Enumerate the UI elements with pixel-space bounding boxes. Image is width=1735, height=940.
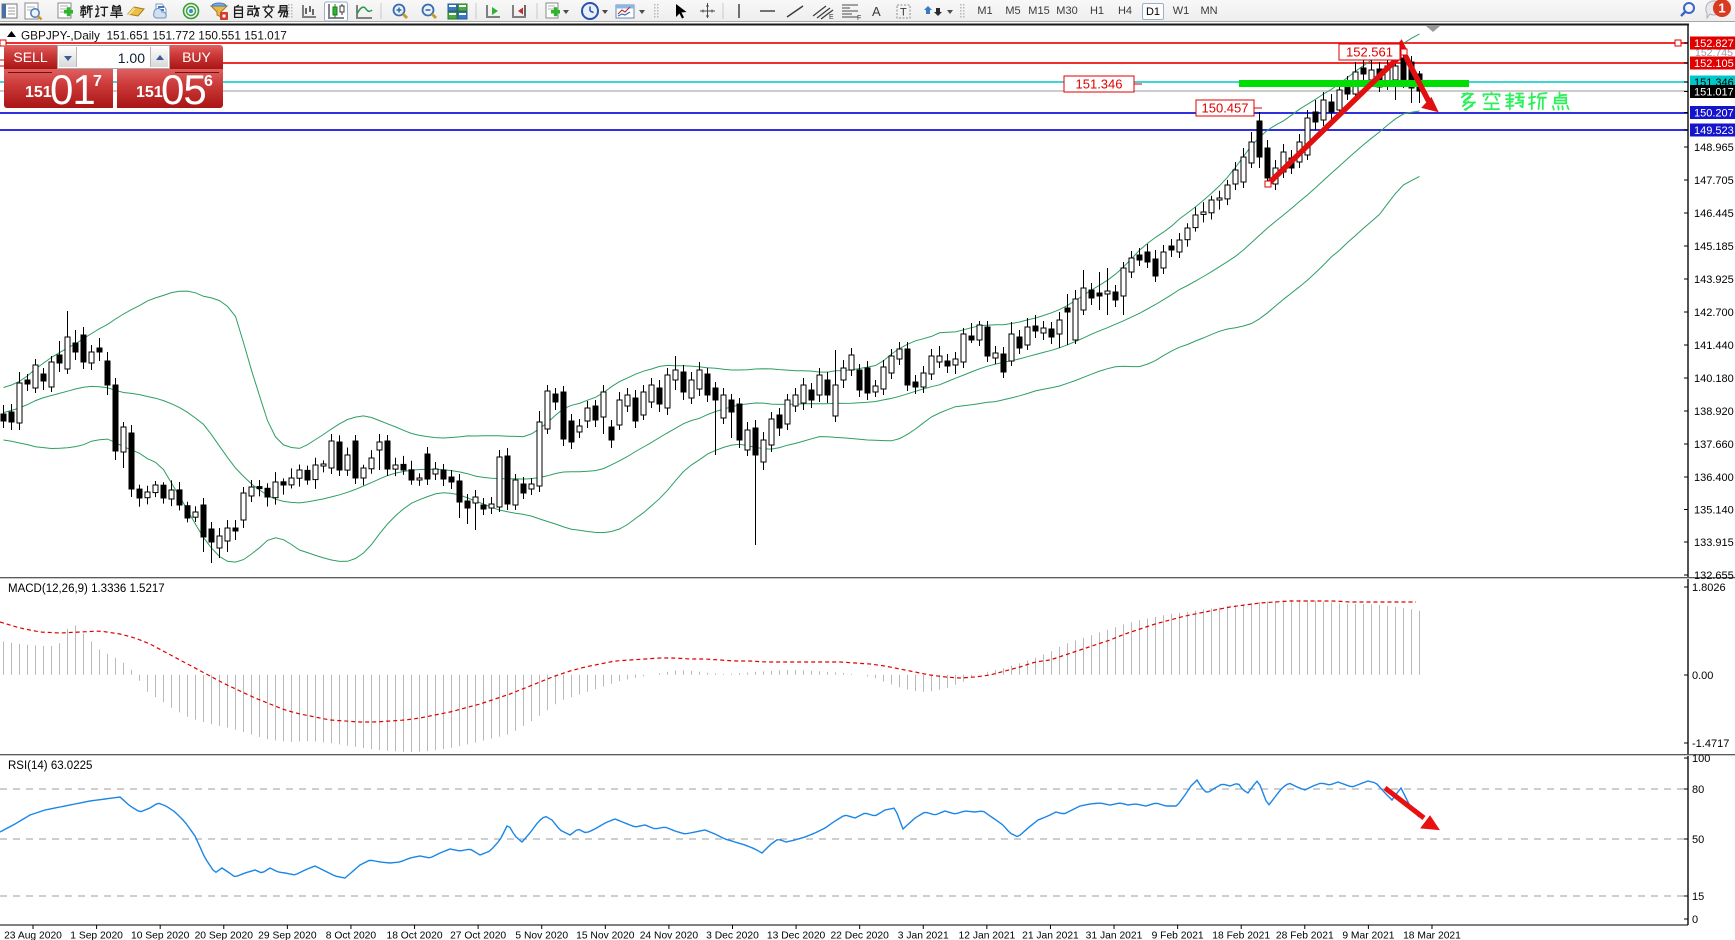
svg-text:135.140: 135.140	[1694, 505, 1734, 517]
svg-text:22 Dec 2020: 22 Dec 2020	[830, 931, 889, 940]
svg-text:28 Feb 2021: 28 Feb 2021	[1276, 931, 1334, 940]
svg-text:20 Sep 2020: 20 Sep 2020	[195, 931, 254, 940]
svg-text:145.185: 145.185	[1694, 241, 1734, 253]
svg-text:1.8026: 1.8026	[1692, 582, 1726, 594]
svg-text:24 Nov 2020: 24 Nov 2020	[640, 931, 699, 940]
svg-text:80: 80	[1692, 784, 1704, 796]
svg-text:9 Mar 2021: 9 Mar 2021	[1342, 931, 1394, 940]
svg-text:29 Sep 2020: 29 Sep 2020	[258, 931, 317, 940]
svg-text:50: 50	[1692, 834, 1704, 846]
svg-text:13 Dec 2020: 13 Dec 2020	[767, 931, 826, 940]
svg-text:148.965: 148.965	[1694, 142, 1734, 154]
svg-text:18 Oct 2020: 18 Oct 2020	[386, 931, 442, 940]
svg-text:137.660: 137.660	[1694, 439, 1734, 451]
svg-text:27 Oct 2020: 27 Oct 2020	[450, 931, 506, 940]
svg-text:18 Feb 2021: 18 Feb 2021	[1212, 931, 1270, 940]
svg-text:0.00: 0.00	[1692, 670, 1713, 682]
svg-text:10 Sep 2020: 10 Sep 2020	[131, 931, 190, 940]
svg-text:151.017: 151.017	[1694, 87, 1734, 99]
svg-text:F: F	[857, 15, 861, 22]
svg-text:136.400: 136.400	[1694, 472, 1734, 484]
svg-text:15 Nov 2020: 15 Nov 2020	[576, 931, 635, 940]
svg-text:23 Aug 2020: 23 Aug 2020	[4, 931, 62, 940]
svg-text:0: 0	[1692, 914, 1698, 926]
svg-text:GBPJPY-,Daily 151.651 151.772: GBPJPY-,Daily 151.651 151.772 150.551 15…	[21, 29, 287, 43]
svg-text:152.561: 152.561	[1346, 45, 1393, 60]
svg-text:147.705: 147.705	[1694, 175, 1734, 187]
svg-text:15: 15	[1692, 891, 1704, 903]
svg-text:A: A	[872, 4, 881, 19]
svg-text:133.915: 133.915	[1694, 537, 1734, 549]
svg-text:12 Jan 2021: 12 Jan 2021	[959, 931, 1016, 940]
svg-text:T: T	[900, 7, 907, 19]
svg-text:150.207: 150.207	[1694, 108, 1734, 120]
svg-text:9 Feb 2021: 9 Feb 2021	[1152, 931, 1204, 940]
svg-text:1: 1	[1718, 1, 1725, 16]
svg-text:MACD(12,26,9) 1.3336 1.5217: MACD(12,26,9) 1.3336 1.5217	[8, 583, 165, 595]
svg-text:31 Jan 2021: 31 Jan 2021	[1086, 931, 1143, 940]
svg-text:132.655: 132.655	[1694, 570, 1734, 582]
svg-text:150.457: 150.457	[1202, 101, 1249, 116]
svg-text:142.700: 142.700	[1694, 307, 1734, 319]
svg-text:143.925: 143.925	[1694, 274, 1734, 286]
svg-text:100: 100	[1692, 753, 1710, 765]
svg-text:3 Jan 2021: 3 Jan 2021	[898, 931, 949, 940]
svg-text:-1.4717: -1.4717	[1692, 738, 1729, 750]
svg-text:152.105: 152.105	[1694, 58, 1734, 70]
svg-text:151.346: 151.346	[1076, 77, 1123, 92]
svg-text:21 Jan 2021: 21 Jan 2021	[1022, 931, 1079, 940]
svg-text:146.445: 146.445	[1694, 208, 1734, 220]
svg-text:3 Dec 2020: 3 Dec 2020	[706, 931, 759, 940]
svg-text:18 Mar 2021: 18 Mar 2021	[1403, 931, 1461, 940]
svg-text:138.920: 138.920	[1694, 406, 1734, 418]
svg-text:152.827: 152.827	[1694, 38, 1734, 50]
svg-text:8 Oct 2020: 8 Oct 2020	[326, 931, 377, 940]
svg-text:1 Sep 2020: 1 Sep 2020	[70, 931, 123, 940]
svg-text:E: E	[829, 14, 834, 21]
svg-text:149.523: 149.523	[1694, 125, 1734, 137]
svg-text:5 Nov 2020: 5 Nov 2020	[515, 931, 568, 940]
svg-text:RSI(14) 63.0225: RSI(14) 63.0225	[8, 760, 92, 772]
svg-text:152.745: 152.745	[1695, 47, 1733, 59]
svg-text:141.440: 141.440	[1694, 340, 1734, 352]
svg-text:140.180: 140.180	[1694, 373, 1734, 385]
